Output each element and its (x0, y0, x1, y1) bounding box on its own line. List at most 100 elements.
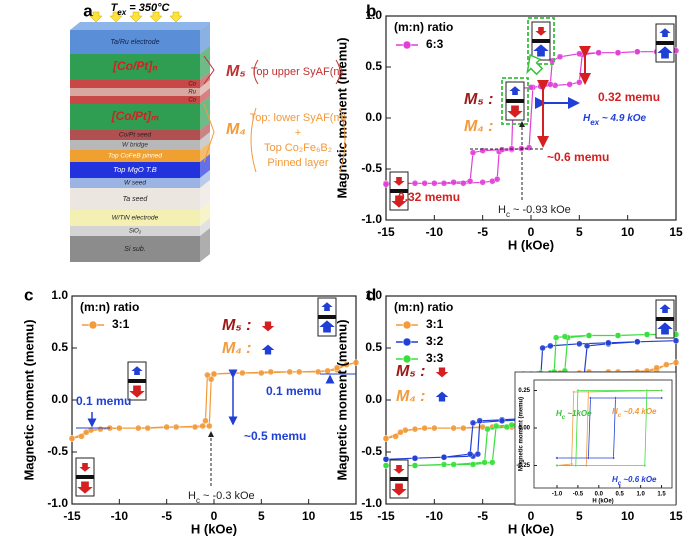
annotation: Hc ~ -0.93 kOe (498, 204, 571, 219)
x-tick-label: 10 (621, 509, 635, 523)
annotation: M₄ : (464, 118, 494, 135)
x-tick-label: 0.0 (595, 492, 604, 498)
data-point (525, 144, 533, 151)
annotation: 0.32 memu (598, 90, 660, 104)
plot-frame (71, 295, 357, 505)
spin-arrow (509, 86, 521, 95)
layer (70, 178, 200, 188)
icon-bar (532, 39, 550, 43)
layer-label: Top MgO T.B (113, 165, 157, 174)
data-point (431, 180, 438, 187)
data-point (570, 462, 574, 466)
x-tick-label: -1.0 (552, 492, 563, 498)
spin-arrow (535, 27, 547, 36)
data-point (258, 369, 265, 377)
data-point (660, 389, 663, 392)
spin-arrow (131, 366, 143, 375)
y-tick-label: 0.0 (365, 110, 382, 124)
data-point (576, 79, 583, 86)
data-point (460, 424, 467, 432)
y-axis-label: Magnetic moment (memu) (334, 37, 349, 198)
annotation: Hc ~0.4 kOe (612, 407, 657, 418)
icon-bar (390, 477, 408, 481)
y-tick-label: -1.0 (361, 496, 382, 510)
annotation: M₅ : (222, 317, 251, 334)
annotation-text: H (556, 409, 562, 418)
data-point (586, 390, 590, 394)
layer-side (200, 170, 210, 188)
x-tick-label: 0.5 (616, 492, 625, 498)
data-point (440, 454, 448, 461)
layer (70, 104, 200, 130)
layer-label: Co (188, 98, 196, 104)
annotation: Hc ~ -0.3 kOe (188, 490, 255, 505)
legend-marker (402, 320, 412, 330)
panel-label: d (366, 285, 376, 304)
data-point (574, 464, 578, 467)
annotation: 0.1 memu (76, 394, 131, 408)
layer (70, 150, 200, 162)
data-point (645, 389, 649, 392)
spin-arrow (77, 481, 93, 494)
data-point (527, 84, 535, 91)
y-tick-label: 0.0 (365, 392, 382, 406)
spin-arrow (261, 321, 275, 332)
data-point (556, 53, 564, 60)
x-tick-label: -5 (477, 509, 488, 523)
data-point (450, 424, 457, 432)
panel-label: c (24, 285, 33, 304)
data-point (333, 364, 341, 371)
x-axis-label: H (kOe) (508, 237, 554, 252)
annotation-tail: ~ 4.9 kOe (599, 113, 646, 124)
temperature: Tex = 350°C (111, 2, 171, 17)
panel-label: a (83, 1, 93, 20)
icon-bar (506, 99, 524, 103)
spin-arrow (533, 44, 549, 57)
x-tick-label: -15 (377, 509, 395, 523)
data-point (207, 376, 215, 383)
data-point (572, 390, 576, 394)
y-tick-label: 0.25 (518, 388, 530, 394)
annotation: Hex ~ 4.9 kOe (583, 113, 647, 127)
lower-line: Top Co₂Fe₆B₂ (264, 142, 332, 154)
data-point (440, 461, 448, 468)
data-point (555, 456, 559, 460)
data-point (97, 425, 104, 433)
spin-arrow (435, 391, 449, 402)
data-point (614, 396, 617, 400)
data-point (583, 342, 591, 350)
layer (70, 226, 200, 236)
layer (70, 236, 200, 262)
icon-frame (527, 17, 555, 65)
x-tick-label: 1.5 (657, 492, 666, 498)
y-tick-label: -0.5 (361, 444, 382, 458)
x-tick-label: 0 (211, 509, 218, 523)
icon-bar (128, 379, 146, 383)
data-point (614, 49, 622, 56)
annotation-sub: c (562, 415, 566, 421)
data-point (324, 367, 331, 375)
data-point (479, 179, 486, 186)
layer (70, 80, 200, 88)
heat-arrow (169, 11, 183, 23)
data-point (469, 419, 477, 427)
x-axis-label: H (kOe) (508, 521, 554, 536)
data-point (78, 433, 85, 440)
data-point (503, 423, 511, 431)
annotation-sub: c (196, 496, 200, 505)
data-point (392, 433, 399, 440)
annotation-sub: ex (590, 118, 599, 127)
plot-frame (533, 379, 673, 489)
legend-marker (88, 320, 98, 330)
data-point (204, 371, 211, 379)
data-point (498, 417, 506, 424)
paren (253, 59, 341, 85)
top-face (70, 22, 210, 30)
annotation-text: H (583, 113, 591, 124)
x-tick-label: -0.5 (573, 492, 584, 498)
inset-frame (514, 371, 677, 506)
x-tick-label: -10 (426, 225, 444, 239)
layer-side (200, 96, 210, 130)
y-tick-label: -1.0 (47, 496, 68, 510)
layer-side (200, 22, 210, 54)
